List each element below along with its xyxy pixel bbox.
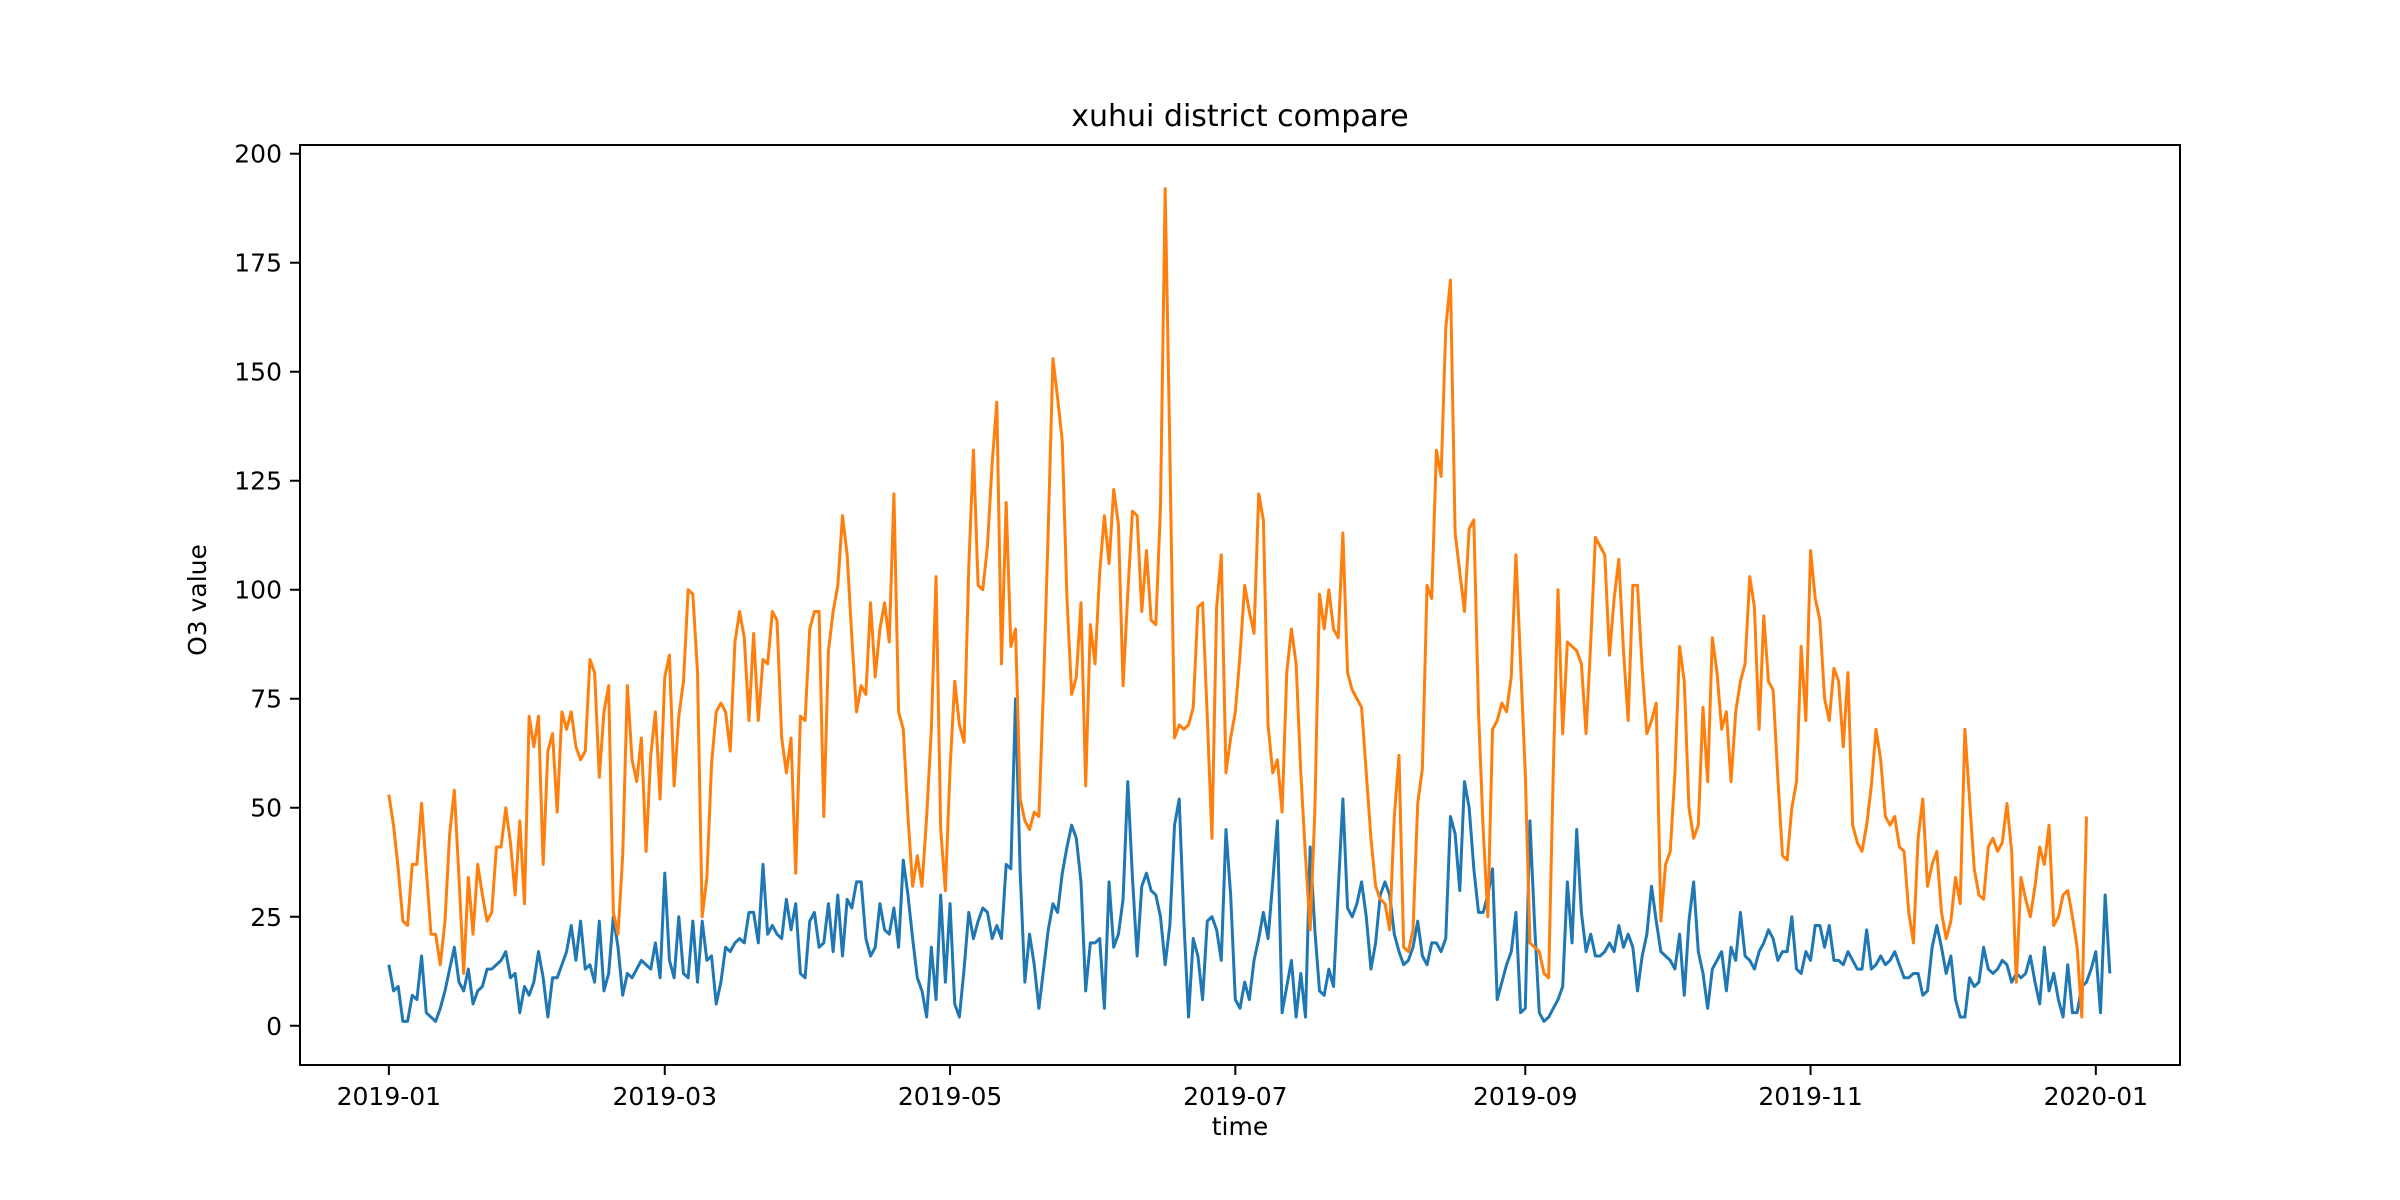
- y-tick-label: 0: [266, 1012, 282, 1041]
- series-layer: [387, 187, 2112, 1023]
- x-tick-label: 2019-09: [1473, 1082, 1577, 1111]
- x-tick-label: 2020-01: [2044, 1082, 2148, 1111]
- x-tick-label: 2019-01: [337, 1082, 441, 1111]
- y-tick-label: 125: [234, 467, 282, 496]
- x-tick-label: 2019-03: [613, 1082, 717, 1111]
- y-axis-label: O3 value: [183, 544, 212, 656]
- series-line-1: [387, 697, 2112, 1023]
- y-tick-label: 100: [234, 576, 282, 605]
- y-tick-label: 75: [250, 685, 282, 714]
- chart-title: xuhui district compare: [1071, 99, 1409, 134]
- x-tick-label: 2019-07: [1183, 1082, 1287, 1111]
- plot-area-frame: [299, 144, 2181, 1066]
- x-axis-label: time: [1212, 1112, 1268, 1141]
- x-tick-label: 2019-05: [898, 1082, 1002, 1111]
- y-tick-label: 175: [234, 249, 282, 278]
- y-tick-label: 50: [250, 794, 282, 823]
- x-tick-label: 2019-11: [1758, 1082, 1862, 1111]
- tick-layer: 2019-01 2019-03 2019-05 2019-07 2019-09 2019-…: [234, 140, 2148, 1111]
- y-tick-label: 200: [234, 140, 282, 169]
- y-tick-label: 25: [250, 903, 282, 932]
- y-tick-label: 150: [234, 358, 282, 387]
- series-line-2: [387, 187, 2088, 1019]
